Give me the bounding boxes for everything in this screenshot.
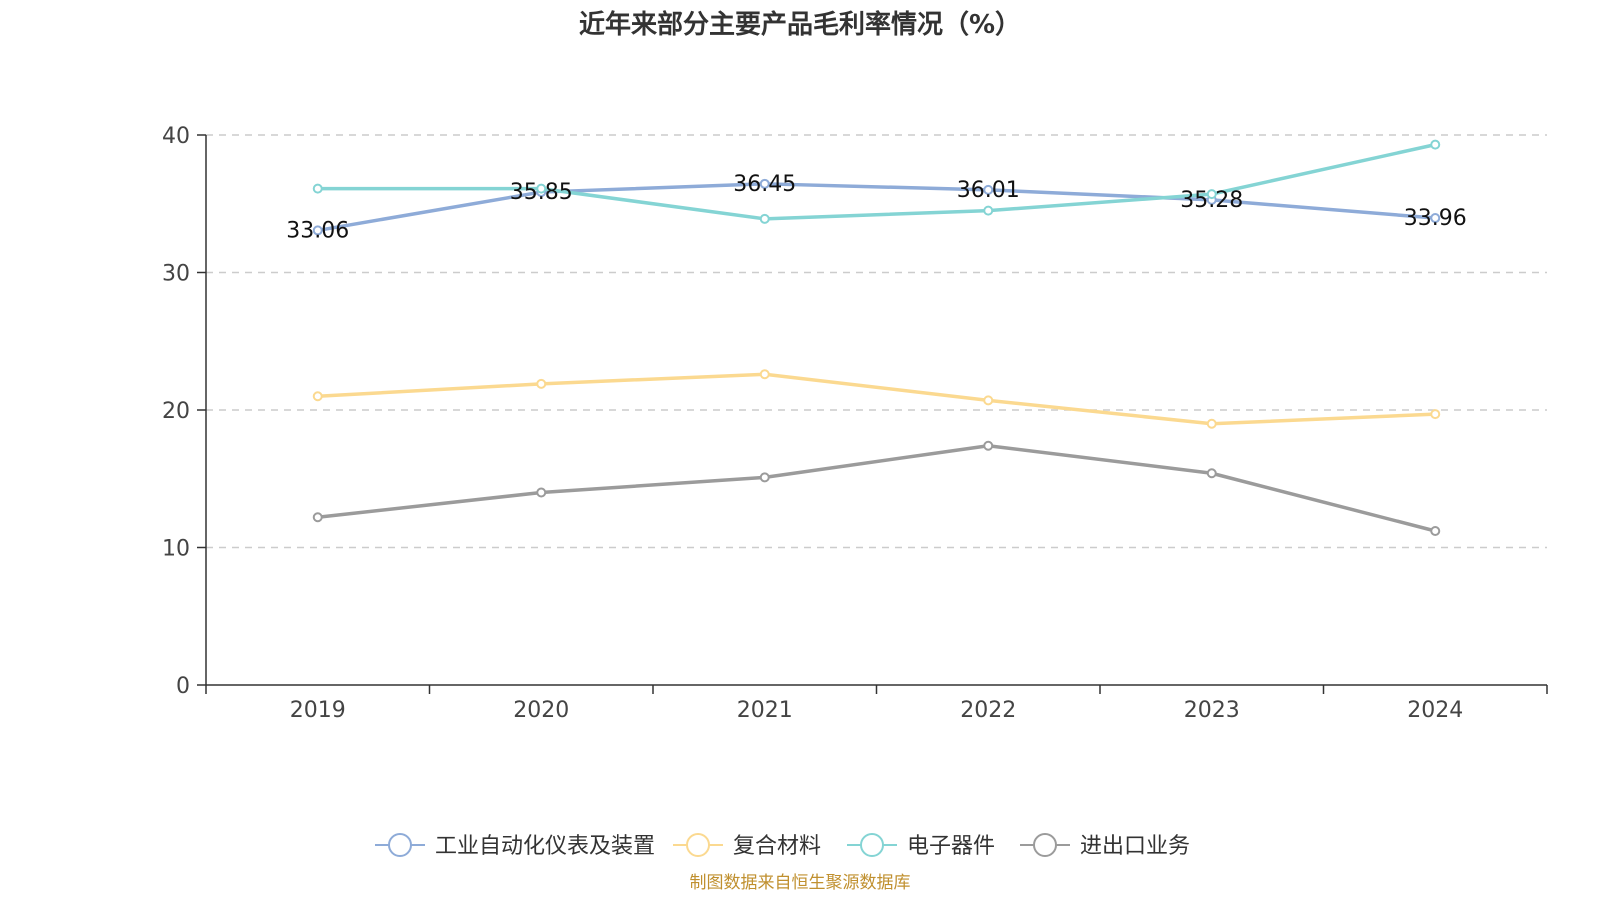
- data-point: [536, 183, 547, 194]
- data-point: [759, 369, 770, 380]
- legend-item-4[interactable]: 进出口业务: [1020, 833, 1190, 859]
- legend-item-2[interactable]: 复合材料: [673, 833, 821, 859]
- data-label: 35.85: [510, 180, 573, 205]
- data-point: [1206, 189, 1217, 200]
- data-point: [983, 184, 994, 195]
- data-point: [312, 391, 323, 402]
- data-point: [1206, 468, 1217, 479]
- legend-marker-icon: [1033, 833, 1057, 857]
- data-point: [759, 178, 770, 189]
- x-tick-label: 2019: [290, 698, 346, 723]
- legend-marker-icon: [388, 833, 412, 857]
- series-lines: [312, 139, 1441, 536]
- legend-label: 工业自动化仪表及装置: [435, 834, 655, 859]
- data-label: 36.01: [957, 178, 1020, 203]
- series-line: [316, 182, 1437, 233]
- series-line: [316, 142, 1437, 221]
- source-note: 制图数据来自恒生聚源数据库: [690, 873, 911, 893]
- data-label: 33.96: [1404, 206, 1467, 231]
- series-2: [312, 369, 1441, 429]
- data-point: [983, 205, 994, 216]
- legend-label: 电子器件: [907, 834, 995, 859]
- data-point: [312, 512, 323, 523]
- x-tick-label: 2020: [513, 698, 569, 723]
- axes: 0 10 20 30 40 2019 2020 2021 2022 2023 2024: [162, 124, 1548, 723]
- series-3: [312, 139, 1441, 224]
- x-tick-label: 2022: [960, 698, 1016, 723]
- legend[interactable]: 工业自动化仪表及装置 复合材料 电子器件 进出口业务: [375, 833, 1190, 859]
- data-point: [983, 440, 994, 451]
- data-point: [312, 183, 323, 194]
- legend-label: 复合材料: [733, 834, 821, 859]
- data-labels: 33.06 35.85 36.45 36.01 35.28 33.96: [286, 172, 1466, 244]
- data-point: [536, 378, 547, 389]
- x-tick-label: 2021: [737, 698, 793, 723]
- series-1: [312, 178, 1441, 236]
- data-point: [1206, 418, 1217, 429]
- data-label: 35.28: [1180, 188, 1243, 213]
- series-4: [312, 440, 1441, 536]
- grid-lines: [206, 134, 1547, 549]
- data-point: [1430, 409, 1441, 420]
- legend-marker-icon: [860, 833, 884, 857]
- legend-label: 进出口业务: [1080, 834, 1190, 859]
- data-label: 33.06: [286, 218, 349, 243]
- y-tick-label: 20: [162, 399, 190, 424]
- data-point: [536, 487, 547, 498]
- y-tick-label: 40: [162, 124, 190, 149]
- data-point: [983, 395, 994, 406]
- data-point: [759, 472, 770, 483]
- x-tick-label: 2024: [1407, 698, 1463, 723]
- y-tick-label: 10: [162, 537, 190, 562]
- legend-marker-icon: [686, 833, 710, 857]
- data-point: [312, 225, 323, 236]
- data-point: [1430, 213, 1441, 224]
- x-tick-label: 2023: [1184, 698, 1240, 723]
- data-point: [1430, 139, 1441, 150]
- series-line: [316, 444, 1437, 533]
- data-point: [759, 213, 770, 224]
- data-point: [1430, 526, 1441, 536]
- legend-item-3[interactable]: 电子器件: [847, 833, 995, 859]
- y-tick-label: 30: [162, 262, 190, 287]
- series-line: [316, 372, 1437, 426]
- legend-item-1[interactable]: 工业自动化仪表及装置: [375, 833, 655, 859]
- chart-title: 近年来部分主要产品毛利率情况（%）: [579, 9, 1021, 40]
- data-label: 36.45: [733, 172, 796, 197]
- y-tick-label: 0: [176, 674, 190, 699]
